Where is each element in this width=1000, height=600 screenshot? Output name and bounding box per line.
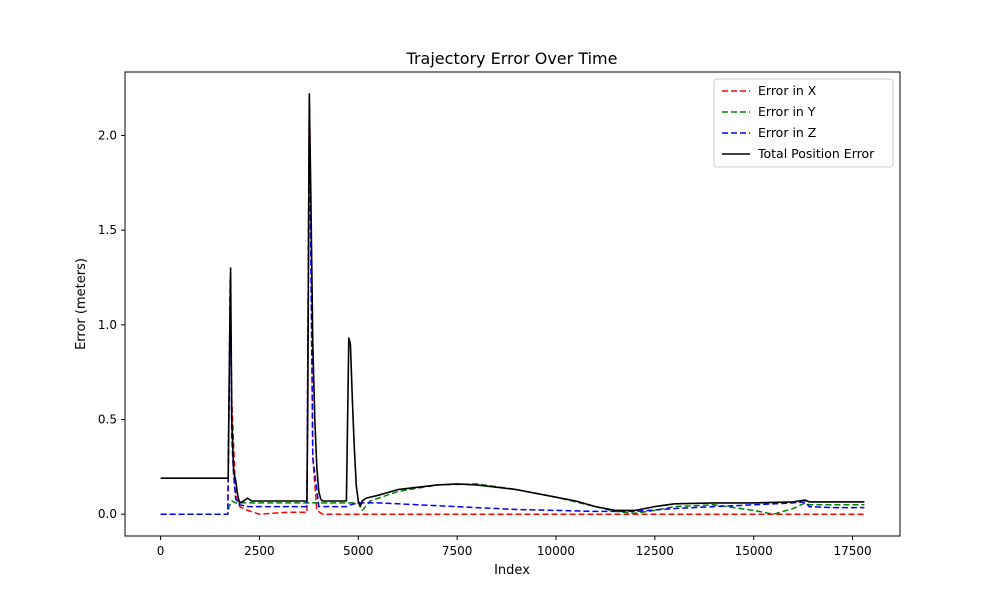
legend-box xyxy=(713,78,894,168)
plot-frame xyxy=(124,71,901,537)
y-tick-label: 1.0 xyxy=(98,318,117,332)
y-tick-label: 0.5 xyxy=(98,413,117,427)
x-tick-label: 12500 xyxy=(636,544,674,558)
x-tick-label: 5000 xyxy=(343,544,374,558)
y-axis-label: Error (meters) xyxy=(74,258,89,350)
legend-label: Error in Z xyxy=(758,125,816,140)
y-axis: 0.0 0.5 1.0 1.5 2.0 xyxy=(98,128,125,521)
legend: Error in X Error in Y Error in Z Total Posi… xyxy=(713,78,894,168)
y-tick-label: 0.0 xyxy=(98,507,117,521)
y-tick-label: 2.0 xyxy=(98,128,117,142)
legend-label: Total Position Error xyxy=(757,146,875,161)
series-line-total-position-error xyxy=(160,93,865,512)
series-line-error-in-z xyxy=(160,106,865,515)
y-tick-label: 1.5 xyxy=(98,223,117,237)
chart-title: Trajectory Error Over Time xyxy=(406,49,618,68)
legend-label: Error in Y xyxy=(758,104,816,119)
x-tick-label: 0 xyxy=(157,544,165,558)
x-tick-label: 7500 xyxy=(442,544,473,558)
x-tick-label: 15000 xyxy=(735,544,773,558)
x-axis: 0 2500 5000 7500 10000 12500 15000 17500 xyxy=(157,536,872,558)
x-axis-label: Index xyxy=(494,563,530,578)
x-tick-label: 2500 xyxy=(244,544,275,558)
x-tick-label: 10000 xyxy=(537,544,575,558)
series-layer xyxy=(160,93,865,515)
legend-label: Error in X xyxy=(758,83,817,98)
x-tick-label: 17500 xyxy=(833,544,871,558)
